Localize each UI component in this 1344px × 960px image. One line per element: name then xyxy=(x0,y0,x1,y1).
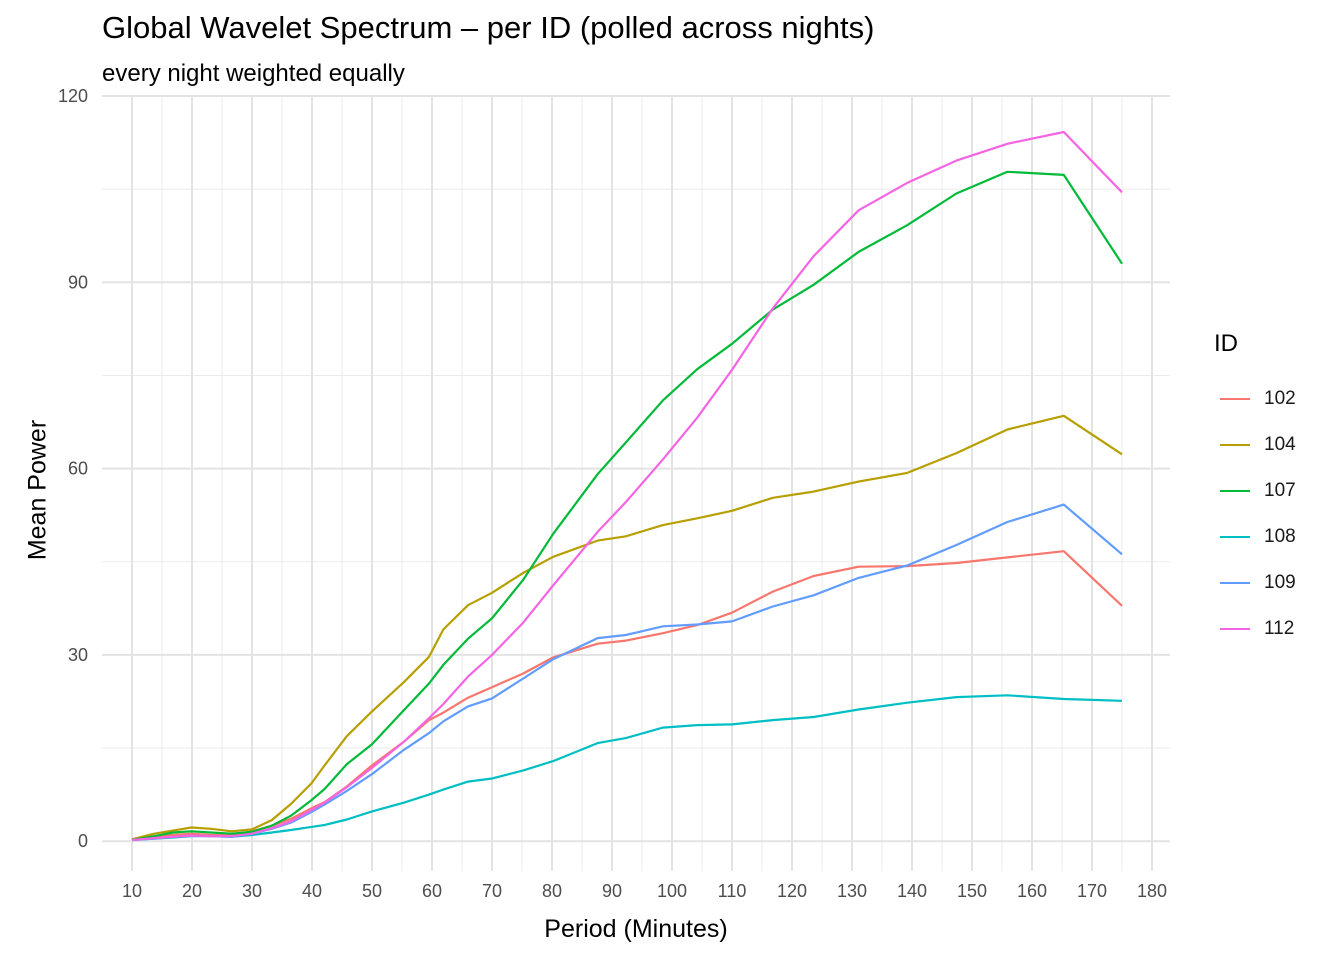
legend-label: 102 xyxy=(1264,388,1296,409)
x-tick-label: 60 xyxy=(422,881,442,901)
x-tick-label: 50 xyxy=(362,881,382,901)
legend-label: 107 xyxy=(1264,480,1296,501)
series-line-112 xyxy=(131,130,1123,842)
x-tick-label: 110 xyxy=(718,881,747,901)
legend-label: 108 xyxy=(1264,526,1296,547)
x-tick-label: 170 xyxy=(1077,881,1107,901)
legend-item-107: 107 xyxy=(1214,468,1296,514)
series-lines xyxy=(131,130,1123,842)
y-axis-title: Mean Power xyxy=(23,419,52,561)
minor-gridlines xyxy=(102,96,1170,871)
x-tick-label: 130 xyxy=(837,881,867,901)
x-axis-tick-labels: 10 20 30 40 50 60 70 80 90 100 110 120 130 140 150 160 1… xyxy=(122,881,1167,901)
legend-items: 102 104 107 108 109 112 xyxy=(1214,376,1296,652)
series-line-107 xyxy=(131,170,1123,842)
legend-label: 104 xyxy=(1264,434,1296,455)
y-axis-tick-labels: 0 30 60 90 120 xyxy=(58,86,88,851)
chart-subtitle: every night weighted equally xyxy=(102,60,405,87)
x-tick-label: 180 xyxy=(1137,881,1167,901)
legend-swatch xyxy=(1220,535,1250,539)
series-line-104 xyxy=(131,414,1123,841)
x-tick-label: 120 xyxy=(777,881,807,901)
major-gridlines xyxy=(102,95,1170,871)
legend-label: 109 xyxy=(1264,572,1296,593)
legend-item-108: 108 xyxy=(1214,514,1296,560)
legend-swatch xyxy=(1220,581,1250,585)
legend-item-112: 112 xyxy=(1214,606,1296,652)
x-tick-label: 70 xyxy=(482,881,502,901)
legend-item-104: 104 xyxy=(1214,422,1296,468)
x-tick-label: 80 xyxy=(542,881,562,901)
legend-swatch xyxy=(1220,443,1250,447)
x-tick-label: 40 xyxy=(302,881,322,901)
legend-label: 112 xyxy=(1264,618,1295,639)
legend-title: ID xyxy=(1214,330,1238,357)
legend-swatch xyxy=(1220,489,1250,493)
x-tick-label: 90 xyxy=(602,881,622,901)
legend-item-102: 102 xyxy=(1214,376,1296,422)
y-tick-label: 0 xyxy=(78,831,88,851)
x-tick-label: 140 xyxy=(897,881,927,901)
x-tick-label: 150 xyxy=(957,881,987,901)
series-line-102 xyxy=(131,550,1123,841)
x-tick-label: 30 xyxy=(242,881,262,901)
y-tick-label: 60 xyxy=(68,459,88,479)
x-tick-label: 10 xyxy=(122,881,142,901)
series-line-108 xyxy=(131,694,1123,842)
legend-item-109: 109 xyxy=(1214,560,1296,606)
x-tick-label: 20 xyxy=(182,881,202,901)
x-tick-label: 160 xyxy=(1017,881,1047,901)
y-tick-label: 30 xyxy=(68,645,88,665)
y-tick-label: 120 xyxy=(58,86,88,106)
chart-title: Global Wavelet Spectrum – per ID (polled… xyxy=(102,10,875,45)
series-line-109 xyxy=(131,503,1123,842)
y-tick-label: 90 xyxy=(68,272,88,292)
x-axis-title: Period (Minutes) xyxy=(544,915,728,943)
legend-swatch xyxy=(1220,627,1250,631)
x-tick-label: 100 xyxy=(657,881,687,901)
legend: ID 102 104 107 108 109 112 xyxy=(1214,330,1296,652)
legend-swatch xyxy=(1220,397,1250,401)
